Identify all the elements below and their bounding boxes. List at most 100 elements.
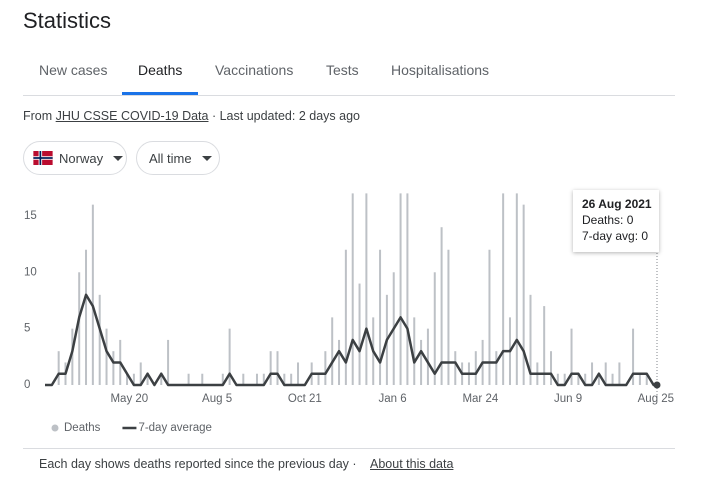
bar	[358, 283, 361, 385]
x-tick-label: Aug 25	[638, 393, 674, 405]
bar	[317, 373, 320, 385]
bar	[160, 373, 163, 385]
bar	[474, 351, 477, 385]
bar	[556, 373, 559, 385]
bar	[563, 373, 566, 385]
bar	[146, 373, 149, 385]
bar	[228, 328, 231, 385]
x-tick-label: Jun 9	[554, 393, 582, 405]
bar	[187, 373, 190, 385]
bar	[242, 373, 245, 385]
bar	[406, 193, 409, 385]
range-chip[interactable]: All time	[136, 141, 220, 175]
tab[interactable]: Vaccinations	[215, 62, 294, 78]
x-tick-label: Aug 5	[202, 393, 232, 405]
bar	[529, 294, 532, 385]
active-tab-indicator	[122, 92, 198, 95]
bar	[379, 249, 382, 385]
footer: Each day shows deaths reported since the…	[39, 457, 454, 471]
bar	[440, 227, 443, 385]
bar	[338, 339, 341, 385]
bar	[632, 328, 635, 385]
page-title: Statistics	[23, 8, 112, 33]
legend-swatch	[51, 424, 59, 432]
range-label: All time	[149, 150, 192, 166]
legend-label: 7-day average	[138, 422, 212, 434]
location-chip[interactable]: Norway	[23, 141, 127, 175]
tab[interactable]: New cases	[39, 62, 108, 78]
bar	[645, 373, 648, 385]
last-updated: · Last updated: 2 days ago	[211, 109, 360, 123]
bar	[344, 249, 347, 385]
bar	[550, 351, 553, 385]
bar	[495, 351, 498, 385]
bar	[91, 204, 94, 385]
bar	[638, 373, 641, 385]
flag	[33, 151, 53, 165]
bar	[577, 373, 580, 385]
tooltip-average: 7-day avg: 0	[582, 229, 649, 243]
bar	[290, 373, 293, 385]
bar	[584, 373, 587, 385]
average-line	[45, 293, 657, 387]
x-tick-label: Jan 6	[379, 393, 407, 405]
x-tick-label: Mar 24	[462, 393, 498, 405]
tab[interactable]: Hospitalisations	[391, 62, 490, 78]
bar	[618, 362, 621, 385]
bar	[420, 339, 423, 385]
bar	[426, 328, 429, 385]
hover-point	[653, 381, 661, 389]
bar	[351, 193, 354, 385]
source-link[interactable]: JHU CSSE COVID-19 Data	[55, 109, 209, 123]
bar	[611, 373, 614, 385]
y-tick-label: 10	[24, 266, 37, 278]
x-tick-label: May 20	[110, 393, 148, 405]
bar	[132, 373, 135, 385]
bar	[297, 362, 300, 385]
tooltip-date: 26 Aug 2021	[582, 197, 652, 211]
bar	[331, 317, 334, 385]
y-tick-label: 5	[24, 323, 30, 335]
bar	[413, 317, 416, 385]
bar	[167, 339, 170, 385]
bar	[365, 193, 368, 385]
bar	[283, 373, 286, 385]
bar	[139, 362, 142, 385]
bar	[597, 373, 600, 385]
source-line: From JHU CSSE COVID-19 Data · Last updat…	[23, 109, 360, 123]
tooltip: 26 Aug 2021 Deaths: 0 7-day avg: 0	[573, 190, 659, 252]
tooltip-deaths: Deaths: 0	[582, 213, 634, 227]
bar	[488, 249, 491, 385]
bar	[570, 328, 573, 385]
y-tick-label: 0	[24, 379, 30, 391]
legend-label: Deaths	[64, 422, 101, 434]
bar	[126, 373, 129, 385]
bar	[604, 362, 607, 385]
bar	[433, 272, 436, 385]
bar	[221, 373, 224, 385]
source-prefix: From	[23, 109, 53, 123]
bar	[201, 373, 204, 385]
bar	[262, 373, 265, 385]
bar	[105, 328, 108, 385]
divider	[23, 95, 675, 96]
divider	[23, 448, 675, 449]
tab[interactable]: Tests	[326, 62, 359, 78]
y-tick-label: 15	[24, 210, 37, 222]
bar	[98, 294, 101, 385]
bar	[454, 351, 457, 385]
bar	[71, 328, 74, 385]
bar	[269, 351, 272, 385]
bar	[85, 249, 88, 385]
x-tick-label: Oct 21	[288, 393, 322, 405]
tab[interactable]: Deaths	[138, 62, 183, 78]
bar	[447, 249, 450, 385]
bar	[515, 193, 518, 385]
footer-note: Each day shows deaths reported since the…	[39, 457, 349, 471]
bar	[276, 351, 279, 385]
bar	[324, 351, 327, 385]
about-link[interactable]: About this data	[370, 457, 454, 471]
bar	[522, 204, 525, 385]
